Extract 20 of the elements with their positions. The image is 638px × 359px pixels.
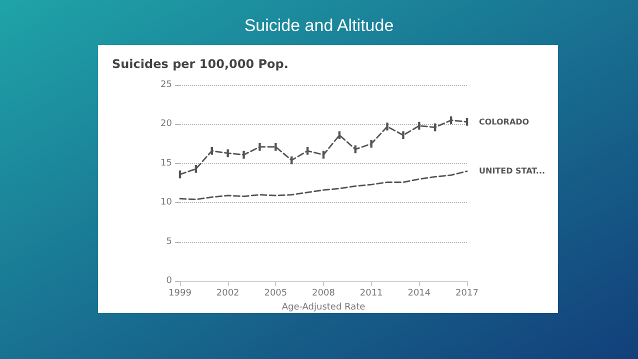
y-tick-label: 25 [160, 80, 172, 90]
y-tick-label: 15 [160, 158, 172, 168]
line-series [179, 170, 468, 200]
series-label: UNITED STAT... [479, 166, 546, 176]
x-tick-label: 2008 [312, 288, 336, 298]
y-tick-label: 20 [160, 119, 172, 130]
y-tick-label: 5 [166, 236, 172, 247]
x-tick-label: 2014 [408, 288, 431, 298]
x-tick-label: 2002 [216, 288, 240, 298]
chart-subtitle: Suicides per 100,000 Pop. [112, 57, 288, 71]
x-tick-label: 1999 [168, 288, 192, 298]
series-label: COLORADO [479, 117, 530, 126]
x-tick-label: 2017 [456, 288, 478, 298]
x-tick-label: 2011 [360, 288, 383, 298]
chart-title: Suicide and Altitude [244, 16, 394, 35]
line-series [179, 120, 468, 176]
x-tick-label: 2005 [264, 288, 288, 298]
y-tick-label: 0 [166, 276, 172, 286]
x-axis-title: Age-Adjusted Rate [282, 302, 366, 312]
y-tick-label: 10 [160, 198, 172, 208]
